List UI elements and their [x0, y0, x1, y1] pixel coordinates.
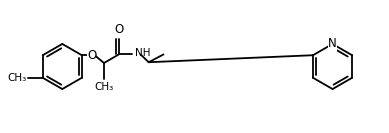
Text: CH₃: CH₃ [7, 73, 27, 83]
Text: CH₃: CH₃ [95, 82, 114, 92]
Text: N: N [328, 38, 337, 50]
Text: NH: NH [135, 48, 151, 58]
Text: O: O [114, 23, 123, 36]
Text: O: O [87, 49, 96, 62]
